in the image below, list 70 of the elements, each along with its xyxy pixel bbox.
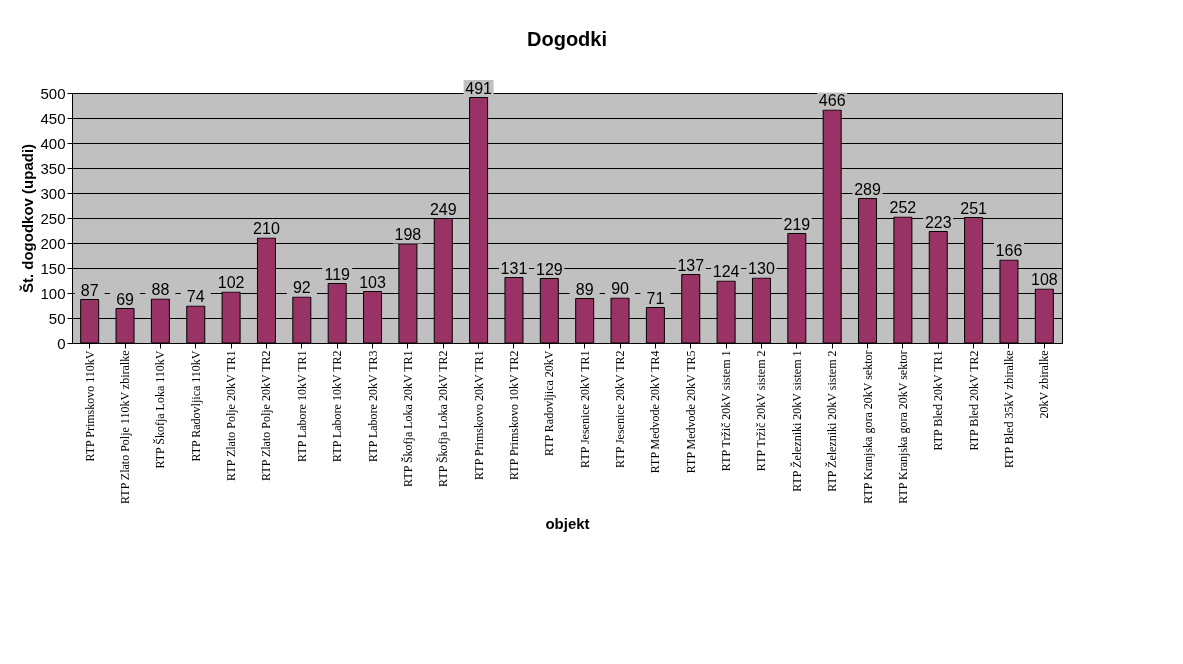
- y-tick-label: 150: [40, 259, 66, 277]
- x-tick-label: RTP Bled 20kV TR2: [966, 350, 981, 451]
- data-label: 491: [465, 79, 493, 97]
- x-tick-label: RTP Škofja Loka 20kV TR2: [436, 350, 451, 487]
- x-tick-label: RTP Jesenice 20kV TR2: [613, 350, 628, 468]
- data-label: 108: [1030, 271, 1058, 288]
- data-label: 90: [611, 280, 630, 297]
- y-tick-label: 100: [40, 284, 66, 302]
- x-tick-label: RTP Medvode 20kV TR5: [683, 350, 698, 474]
- data-label: 69: [116, 290, 135, 308]
- data-label: 252: [889, 199, 917, 216]
- data-label: 251: [960, 199, 988, 217]
- y-tick-label: 0: [57, 334, 66, 352]
- y-tick-label: 300: [40, 184, 66, 202]
- data-label: 103: [359, 273, 386, 291]
- x-tick-label: RTP Jesenice 20kV TR1: [577, 350, 592, 468]
- data-label: 124: [712, 263, 740, 280]
- x-tick-label: RTP Škofja Loka 110kV: [153, 350, 168, 469]
- x-tick-label: RTP Zlato Polje 20kV TR2: [259, 350, 274, 481]
- data-label: 129: [535, 260, 563, 278]
- x-tick-label: RTP Kranjska gora 20kV sektor: [860, 350, 875, 504]
- x-tick-label: RTP Primskovo 10kV TR2: [506, 350, 521, 480]
- x-tick-label: RTP Kranjska gora 20kV sektor: [895, 350, 910, 504]
- x-tick-label: RTP Bled 20kV TR1: [931, 350, 946, 451]
- data-label: 210: [253, 220, 280, 237]
- data-label: 92: [292, 279, 311, 296]
- data-label: 198: [394, 226, 422, 243]
- data-label: 166: [995, 242, 1023, 259]
- data-label: 289: [854, 180, 881, 198]
- data-label: 223: [924, 213, 952, 231]
- y-tick-label: 350: [40, 159, 66, 177]
- x-tick-label: RTP Primskovo 110kV: [82, 350, 97, 462]
- x-tick-label: RTP Zlato Polje 110kV zbiralke: [118, 350, 133, 504]
- data-label: 130: [748, 260, 775, 277]
- y-tick-label: 450: [40, 109, 66, 127]
- y-tick-label: 250: [40, 209, 66, 227]
- chart-title: Dogodki: [527, 28, 607, 50]
- y-axis-title: Št. dogodkov (upadi): [19, 143, 37, 294]
- x-tick-label: RTP Radovljica 110kV: [188, 350, 203, 462]
- data-label: 219: [783, 215, 811, 233]
- y-tick-label: 50: [48, 309, 66, 327]
- x-tick-label: RTP Železniki 20kV sistem 1: [789, 350, 804, 492]
- data-label: 74: [186, 288, 205, 305]
- x-tick-label: RTP Labore 10kV TR1: [294, 350, 309, 462]
- data-label: 249: [429, 200, 457, 218]
- x-tick-label: RTP Tržič 20kV sistem 1: [719, 350, 734, 472]
- x-tick-label: RTP Medvode 20kV TR4: [648, 350, 663, 474]
- x-tick-label: RTP Labore 10kV TR2: [330, 350, 345, 462]
- x-tick-label: RTP Bled 35kV zbiralke: [1001, 350, 1016, 469]
- x-tick-label: RTP Železniki 20kV sistem 2: [825, 350, 840, 492]
- data-label: 466: [818, 92, 846, 109]
- x-axis-title: objekt: [545, 514, 590, 532]
- y-tick-label: 200: [40, 234, 66, 252]
- data-label: 87: [80, 281, 99, 299]
- x-tick-label: RTP Radovljica 20kV: [542, 350, 557, 456]
- data-label: 137: [677, 256, 705, 274]
- x-tick-label: RTP Škofja Loka 20kV TR1: [400, 350, 415, 487]
- x-tick-label: 20kV zbiralke: [1037, 350, 1052, 419]
- data-label: 88: [151, 281, 170, 298]
- data-label: 131: [500, 259, 528, 277]
- y-tick-label: 500: [40, 84, 66, 102]
- y-tick-label: 400: [40, 134, 66, 152]
- data-label: 71: [646, 289, 665, 307]
- x-tick-label: RTP Primskovo 20kV TR1: [471, 350, 486, 480]
- data-label: 102: [217, 274, 245, 291]
- data-label: 89: [575, 280, 594, 298]
- x-tick-label: RTP Labore 20kV TR3: [365, 350, 380, 462]
- x-tick-label: RTP Zlato Polje 20kV TR1: [224, 350, 239, 481]
- data-label: 119: [324, 265, 351, 283]
- x-tick-label: RTP Tržič 20kV sistem 2: [754, 350, 769, 472]
